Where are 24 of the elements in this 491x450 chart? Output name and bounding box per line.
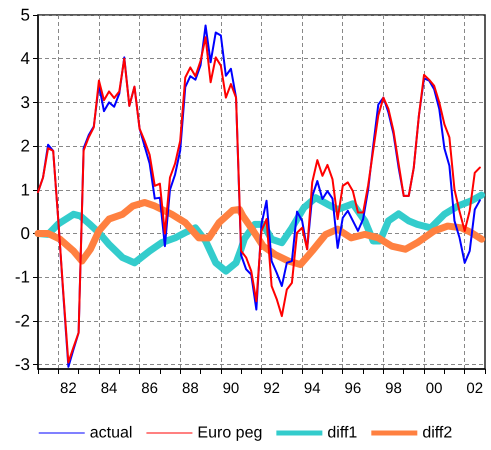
- legend-label: diff1: [327, 424, 358, 442]
- x-tick-label: 96: [344, 380, 362, 397]
- y-tick-label: -1: [14, 268, 30, 287]
- x-tick-label: 84: [100, 380, 118, 397]
- y-tick-label: 3: [20, 92, 30, 112]
- x-tick-label: 94: [304, 380, 321, 397]
- x-tick-label: 86: [141, 380, 158, 397]
- x-tick-label: 92: [263, 380, 280, 397]
- x-tick-label: 98: [385, 380, 402, 397]
- x-tick-label: 02: [466, 380, 484, 397]
- legend-label: Euro peg: [197, 424, 262, 442]
- y-tick-label: -3: [14, 355, 30, 374]
- legend-label: diff2: [422, 424, 452, 442]
- y-tick-label: 2: [20, 136, 30, 156]
- x-tick-label: 82: [60, 380, 77, 397]
- y-tick-label: 4: [20, 49, 30, 68]
- x-tick-label: 90: [222, 380, 240, 397]
- y-tick-label: 1: [20, 180, 30, 200]
- y-tick-label: -2: [14, 311, 30, 330]
- x-tick-label: 00: [426, 380, 442, 397]
- legend-label: actual: [90, 424, 132, 442]
- x-tick-label: 88: [182, 380, 199, 397]
- y-tick-label: 0: [20, 224, 30, 244]
- y-tick-label: 5: [20, 6, 30, 24]
